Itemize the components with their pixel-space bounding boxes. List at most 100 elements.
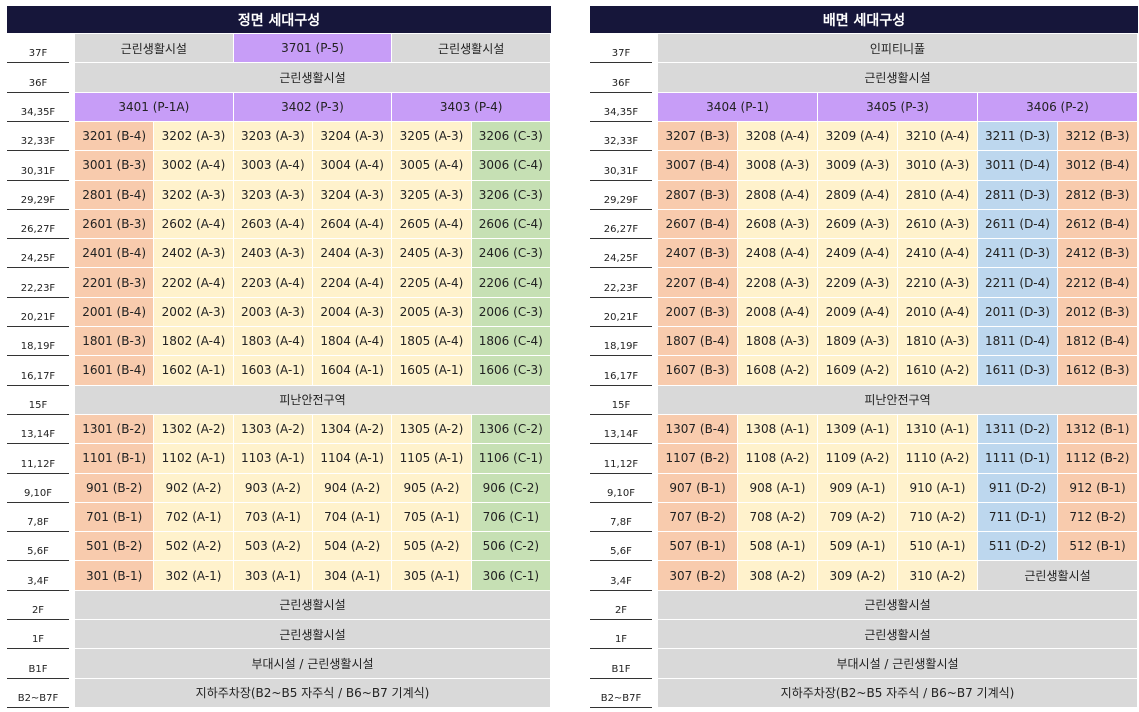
unit-cell: 303 (A-1) bbox=[233, 561, 313, 591]
unit-cell: 2605 (A-4) bbox=[392, 209, 472, 240]
unit-cell: 903 (A-2) bbox=[233, 473, 313, 503]
unit-cell: 3207 (B-3) bbox=[658, 121, 738, 152]
unit-cell: 3210 (A-4) bbox=[898, 121, 978, 152]
floor-label: 26,27F bbox=[590, 210, 652, 240]
floor-label: 18,19F bbox=[7, 327, 69, 357]
unit-cell: 3401 (P-1A) bbox=[75, 92, 234, 122]
unit-cell: 3001 (B-3) bbox=[75, 151, 155, 181]
unit-cell: 3208 (A-4) bbox=[738, 121, 818, 152]
unit-cell: 310 (A-2) bbox=[898, 561, 978, 591]
unit-cell: 1610 (A-2) bbox=[898, 356, 978, 386]
unit-cell: 2005 (A-3) bbox=[392, 297, 472, 328]
unit-cell: 1109 (A-2) bbox=[818, 444, 898, 474]
unit-cell: 2406 (C-3) bbox=[471, 239, 551, 269]
panel-title: 배면 세대구성 bbox=[590, 6, 1138, 33]
unit-cell: 306 (C-1) bbox=[471, 561, 551, 591]
unit-cell: 912 (B-1) bbox=[1058, 473, 1138, 503]
floor-label: 36F bbox=[590, 63, 652, 93]
unit-cell: 근린생활시설 bbox=[978, 561, 1138, 591]
unit-cell: 1601 (B-4) bbox=[75, 356, 155, 386]
floor-label: 13,14F bbox=[590, 415, 652, 445]
unit-cell: 3012 (B-4) bbox=[1058, 151, 1138, 181]
unit-cell: 근린생활시설 bbox=[75, 34, 234, 64]
unit-cell: 911 (D-2) bbox=[978, 473, 1058, 503]
unit-cell: 710 (A-2) bbox=[898, 502, 978, 533]
unit-cell: 2410 (A-4) bbox=[898, 239, 978, 269]
floor-label: 22,23F bbox=[7, 268, 69, 298]
floor-label: 3,4F bbox=[590, 561, 652, 591]
unit-cell: 504 (A-2) bbox=[313, 532, 393, 562]
floor-label: 30,31F bbox=[7, 151, 69, 181]
panel: 배면 세대구성 37F 인피티니풀 36F 근린생활시설 34,35F 3404 (P-1)… bbox=[590, 6, 1138, 708]
unit-cell: 2603 (A-4) bbox=[233, 209, 313, 240]
unit-cell: 2001 (B-4) bbox=[75, 297, 155, 328]
unit-cell: 2002 (A-3) bbox=[154, 297, 234, 328]
unit-cell: 1803 (A-4) bbox=[233, 327, 313, 357]
unit-cell: 2608 (A-3) bbox=[738, 209, 818, 240]
floor-label: 11,12F bbox=[7, 444, 69, 474]
floor-label: 18,19F bbox=[590, 327, 652, 357]
floor-label: 7,8F bbox=[7, 503, 69, 533]
unit-cell: 509 (A-1) bbox=[818, 532, 898, 562]
unit-cell: 3010 (A-3) bbox=[898, 151, 978, 181]
unit-cell: 1807 (B-4) bbox=[658, 327, 738, 357]
unit-cell: 510 (A-1) bbox=[898, 532, 978, 562]
unit-cell: 3003 (A-4) bbox=[233, 151, 313, 181]
unit-cell: 3007 (B-4) bbox=[658, 151, 738, 181]
unit-cell: 506 (C-2) bbox=[471, 532, 551, 562]
unit-cell: 2607 (B-4) bbox=[658, 209, 738, 240]
unit-cell: 2601 (B-3) bbox=[75, 209, 155, 240]
unit-cell: 1804 (A-4) bbox=[313, 327, 393, 357]
floor-label: 37F bbox=[590, 34, 652, 64]
unit-cell: 1111 (D-1) bbox=[978, 444, 1058, 474]
unit-cell: 1106 (C-1) bbox=[471, 444, 551, 474]
floor-label: 9,10F bbox=[7, 474, 69, 503]
unit-cell: 2412 (B-3) bbox=[1058, 239, 1138, 269]
floor-label: 22,23F bbox=[590, 268, 652, 298]
unit-cell: 피난안전구역 bbox=[75, 385, 551, 415]
unit-cell: 2606 (C-4) bbox=[471, 209, 551, 240]
unit-cell: 301 (B-1) bbox=[75, 561, 155, 591]
unit-cell: 502 (A-2) bbox=[154, 532, 234, 562]
unit-cell: 1810 (A-3) bbox=[898, 327, 978, 357]
unit-cell: 1612 (B-3) bbox=[1058, 356, 1138, 386]
floor-label: 3,4F bbox=[7, 561, 69, 591]
unit-cell: 3202 (A-3) bbox=[154, 121, 234, 152]
unit-cell: 2407 (B-3) bbox=[658, 239, 738, 269]
unit-cell: 근린생활시설 bbox=[658, 590, 1138, 621]
unit-cell: 308 (A-2) bbox=[738, 561, 818, 591]
floor-label: 37F bbox=[7, 34, 69, 64]
floor-label: 1F bbox=[7, 620, 69, 650]
unit-cell: 2408 (A-4) bbox=[738, 239, 818, 269]
unit-cell: 706 (C-1) bbox=[471, 502, 551, 533]
unit-cell: 3209 (A-4) bbox=[818, 121, 898, 152]
unit-cell: 2609 (A-3) bbox=[818, 209, 898, 240]
unit-cell: 702 (A-1) bbox=[154, 502, 234, 533]
unit-cell: 1104 (A-1) bbox=[313, 444, 393, 474]
unit-cell: 902 (A-2) bbox=[154, 473, 234, 503]
floor-label: 11,12F bbox=[590, 444, 652, 474]
unit-cell: 1809 (A-3) bbox=[818, 327, 898, 357]
floor-label: 2F bbox=[590, 591, 652, 621]
unit-cell: 3203 (A-3) bbox=[233, 121, 313, 152]
unit-cell: 2205 (A-4) bbox=[392, 268, 472, 298]
unit-cell: 3008 (A-3) bbox=[738, 151, 818, 181]
unit-cell: 1812 (B-4) bbox=[1058, 327, 1138, 357]
unit-cell: 2403 (A-3) bbox=[233, 239, 313, 269]
unit-cell: 511 (D-2) bbox=[978, 532, 1058, 562]
unit-cell: 2405 (A-3) bbox=[392, 239, 472, 269]
unit-cell: 2402 (A-3) bbox=[154, 239, 234, 269]
unit-cell: 부대시설 / 근린생활시설 bbox=[658, 649, 1138, 679]
unit-cell: 2809 (A-4) bbox=[818, 180, 898, 210]
unit-cell: 3205 (A-3) bbox=[392, 121, 472, 152]
unit-cell: 1308 (A-1) bbox=[738, 414, 818, 445]
floor-label: 20,21F bbox=[590, 298, 652, 328]
unit-cell: 2007 (B-3) bbox=[658, 297, 738, 328]
unit-cell: 1805 (A-4) bbox=[392, 327, 472, 357]
unit-cell: 3701 (P-5) bbox=[233, 34, 393, 64]
unit-cell: 1606 (C-3) bbox=[471, 356, 551, 386]
unit-cell: 906 (C-2) bbox=[471, 473, 551, 503]
unit-cell: 3206 (C-3) bbox=[471, 180, 551, 210]
